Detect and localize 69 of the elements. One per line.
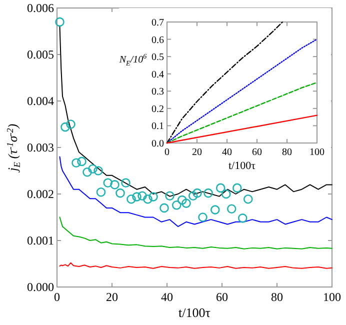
point <box>188 191 198 201</box>
y-tick-label: 0.004 <box>27 94 54 108</box>
x-tick-label: 60 <box>216 290 228 304</box>
point <box>60 122 70 132</box>
x-tick-label: 100 <box>310 147 324 158</box>
line-series <box>59 216 332 250</box>
point <box>160 203 169 213</box>
point <box>82 167 92 177</box>
point <box>177 195 187 205</box>
point <box>66 120 76 129</box>
y-tick-label: 0.5 <box>152 52 164 64</box>
point <box>165 191 174 201</box>
point <box>132 192 142 202</box>
point <box>103 178 113 188</box>
x-tick-label: 100 <box>323 290 341 304</box>
point <box>192 188 202 198</box>
point <box>148 192 158 202</box>
line-series <box>166 38 318 144</box>
x-axis-title: t/100τ <box>228 160 256 172</box>
y-tick-label: 0.001 <box>27 234 54 248</box>
y-tick-label: 0.0 <box>152 138 164 150</box>
y-tick-label: 0.2 <box>152 104 164 115</box>
point <box>232 183 242 193</box>
point <box>143 194 152 204</box>
y-tick-label: 0.005 <box>27 48 54 62</box>
x-tick-label: 40 <box>161 290 173 304</box>
y-tick-label: 0.002 <box>27 187 54 202</box>
line-series <box>166 21 284 144</box>
point <box>198 212 208 222</box>
point <box>72 158 81 168</box>
point <box>94 166 103 176</box>
x-tick-label: 20 <box>106 290 118 304</box>
point <box>210 205 220 214</box>
y-tick-label: 0.4 <box>152 69 164 80</box>
y-tick-label: 0.000 <box>27 280 54 294</box>
y-tick-label: 0.003 <box>27 140 54 155</box>
point <box>243 194 253 204</box>
y-tick-label: 0.1 <box>152 121 164 132</box>
line-series <box>166 82 318 144</box>
point <box>138 191 147 201</box>
y-tick-label: 0.6 <box>152 34 164 46</box>
x-tick-label: 80 <box>271 290 283 304</box>
point <box>238 214 248 223</box>
x-tick-label: 80 <box>282 147 292 158</box>
point <box>216 183 226 193</box>
point <box>110 180 120 190</box>
x-tick-label: 40 <box>222 147 232 158</box>
x-tick-label: 0 <box>54 290 60 304</box>
point <box>204 188 213 198</box>
point <box>55 17 64 27</box>
point <box>172 200 182 210</box>
point <box>182 198 191 208</box>
point <box>226 204 236 214</box>
x-tick-label: 20 <box>192 147 202 158</box>
x-tick-label: 60 <box>252 147 262 158</box>
point <box>221 189 231 199</box>
y-axis-title: N$_{E}$/10$^{6}$ <box>118 52 148 68</box>
y-tick-label: 0.3 <box>152 86 164 98</box>
point <box>126 194 136 204</box>
point <box>77 156 86 166</box>
y-tick-label: 0.7 <box>152 18 164 28</box>
line-series <box>59 156 332 228</box>
point <box>121 178 130 188</box>
point <box>96 187 106 197</box>
x-tick-label: 0 <box>164 147 170 158</box>
point <box>88 164 98 174</box>
x-axis-title: t/100τ <box>178 305 210 320</box>
y-tick-label: 0.006 <box>27 1 54 16</box>
point <box>116 188 125 198</box>
